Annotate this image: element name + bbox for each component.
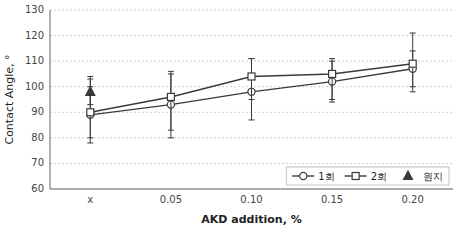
error-bar-cap	[249, 58, 255, 59]
y-tick-label: 100	[25, 81, 44, 92]
x-tick-label: x	[87, 194, 93, 205]
error-bar-cap	[87, 137, 93, 138]
data-point	[87, 109, 94, 116]
error-bar-cap	[168, 130, 174, 131]
series	[87, 51, 417, 143]
legend-frame	[286, 167, 449, 185]
series	[87, 33, 416, 138]
x-tick-label: 0.15	[321, 194, 343, 205]
error-bar	[249, 59, 255, 100]
error-bar-cap	[249, 99, 255, 100]
legend-label: 원지	[423, 171, 443, 182]
y-axis	[50, 10, 51, 189]
x-tick-label: 0.10	[240, 194, 262, 205]
grid	[50, 10, 453, 189]
error-bar-cap	[87, 104, 93, 105]
x-axis	[50, 189, 453, 190]
error-bar-cap	[249, 58, 255, 59]
legend-label: 1회	[318, 171, 334, 182]
error-bar-cap	[410, 91, 416, 92]
series	[86, 79, 95, 105]
legend-swatch-marker	[300, 172, 307, 179]
x-tick-label: 0.20	[402, 194, 424, 205]
error-bar-cap	[168, 137, 174, 138]
x-tick-label: 0.05	[160, 194, 182, 205]
y-tick-label: 60	[31, 183, 44, 194]
y-tick-label: 110	[25, 55, 44, 66]
grid-line	[50, 10, 453, 11]
error-bar-stem	[170, 74, 171, 130]
error-bar-stem	[170, 71, 171, 137]
error-bar-stem	[332, 59, 333, 100]
grid-line	[50, 189, 453, 190]
error-bar-cap	[249, 119, 255, 120]
y-tick-label: 80	[31, 132, 44, 143]
grid-line	[50, 163, 453, 164]
error-bar	[168, 74, 174, 130]
grid-line	[50, 137, 453, 138]
data-point	[86, 87, 95, 96]
error-bar-cap	[410, 33, 416, 34]
error-bar	[410, 33, 416, 92]
error-bar-cap	[87, 76, 93, 77]
legend-swatch-marker	[404, 171, 413, 180]
y-tick-label: 90	[31, 106, 44, 117]
grid-line	[50, 35, 453, 36]
chart: 60 70 80 90 100 110 120 130 x 0.05 0.10 0.15 0.20 AKD…	[0, 0, 465, 229]
y-tick-label: 70	[31, 157, 44, 168]
error-bar-cap	[168, 71, 174, 72]
data-point	[248, 73, 255, 80]
legend-swatch-marker	[352, 173, 359, 180]
plot-area	[86, 33, 417, 143]
y-tick-label: 120	[25, 30, 44, 41]
error-bar-cap	[329, 99, 335, 100]
error-bar-cap	[87, 142, 93, 143]
error-bar	[329, 59, 335, 100]
error-bar-stem	[251, 59, 252, 120]
error-bar-cap	[329, 58, 335, 59]
error-bar	[168, 71, 174, 137]
error-bar-cap	[87, 79, 93, 80]
error-bar-cap	[329, 102, 335, 103]
data-point	[167, 93, 174, 100]
data-point	[409, 60, 416, 67]
legend: 1회 2회 원지	[286, 167, 449, 185]
y-tick-label: 130	[25, 4, 44, 15]
error-bar	[249, 59, 255, 120]
error-bar-cap	[168, 73, 174, 74]
y-axis-title: Contact Angle, °	[3, 54, 16, 144]
x-axis-title: AKD addition, %	[201, 213, 301, 226]
legend-label: 2회	[371, 171, 387, 182]
data-point	[329, 70, 336, 77]
